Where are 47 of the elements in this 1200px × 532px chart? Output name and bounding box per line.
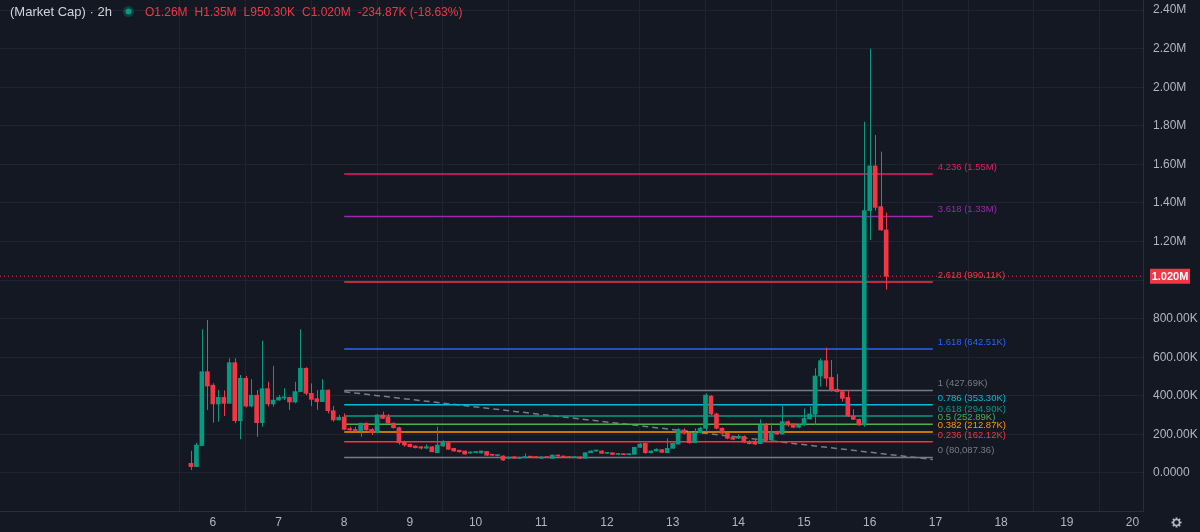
series-label: 0.236 (162.12K): [937, 428, 1006, 440]
series-label: 1.618 (642.51K): [937, 335, 1006, 347]
chart-title: (Market Cap) · 2h: [10, 4, 112, 19]
y-tick-label: 0.0000: [1153, 465, 1191, 480]
annotation: -234.87K (-18.63%): [357, 4, 463, 19]
x-tick-label: 9: [406, 514, 414, 529]
candlestick: [818, 357, 823, 388]
series-label: 1 (427.69K): [937, 377, 988, 389]
x-tick-label: 11: [535, 514, 548, 529]
x-tick-label: 15: [797, 514, 812, 529]
x-tick-label: 20: [1125, 514, 1140, 529]
x-tick-label: 19: [1060, 514, 1074, 529]
candlestick: [265, 381, 270, 408]
y-tick-label: 200.00K: [1153, 426, 1198, 441]
ref-line-label: 1.020M: [1151, 269, 1189, 282]
annotation: O1.26M: [144, 4, 188, 19]
annotation: C1.020M: [301, 4, 351, 19]
x-tick-label: 12: [600, 514, 614, 529]
y-tick-label: 2.00M: [1153, 79, 1187, 94]
y-tick-label: 800.00K: [1153, 310, 1198, 325]
annotation: L950.30K: [243, 4, 295, 19]
candlestick: [221, 389, 227, 417]
x-tick-label: 16: [863, 514, 877, 529]
series-label: 0.786 (353.30K): [937, 391, 1006, 403]
x-tick-label: 18: [994, 514, 1009, 529]
y-tick-label: 2.40M: [1153, 2, 1187, 17]
x-tick-label: 14: [731, 514, 746, 529]
x-tick-label: 7: [275, 514, 283, 529]
series-label: 0.618 (294.90K): [937, 402, 1006, 414]
candlestick: [215, 389, 221, 423]
x-tick-label: 10: [468, 514, 483, 529]
y-tick-label: 2.20M: [1153, 40, 1187, 55]
x-tick-label: 17: [928, 514, 943, 529]
annotation: H1.35M: [194, 4, 237, 19]
y-tick-label: 1.80M: [1153, 118, 1187, 133]
y-tick-label: 1.60M: [1153, 156, 1187, 171]
x-tick-label: 8: [340, 514, 348, 529]
series-label: 0 (80,087.36): [937, 444, 995, 456]
x-tick-label: 13: [665, 514, 680, 529]
y-tick-label: 400.00K: [1153, 388, 1198, 403]
y-tick-label: 600.00K: [1153, 349, 1198, 364]
y-tick-label: 1.20M: [1153, 233, 1187, 248]
x-tick-label: 6: [209, 514, 217, 529]
y-tick-label: 1.40M: [1153, 195, 1187, 210]
series-label: 2.618 (990.11K): [937, 268, 1006, 280]
series-label: 3.618 (1.33M): [937, 203, 997, 215]
series-label: 4.236 (1.55M): [937, 160, 997, 172]
